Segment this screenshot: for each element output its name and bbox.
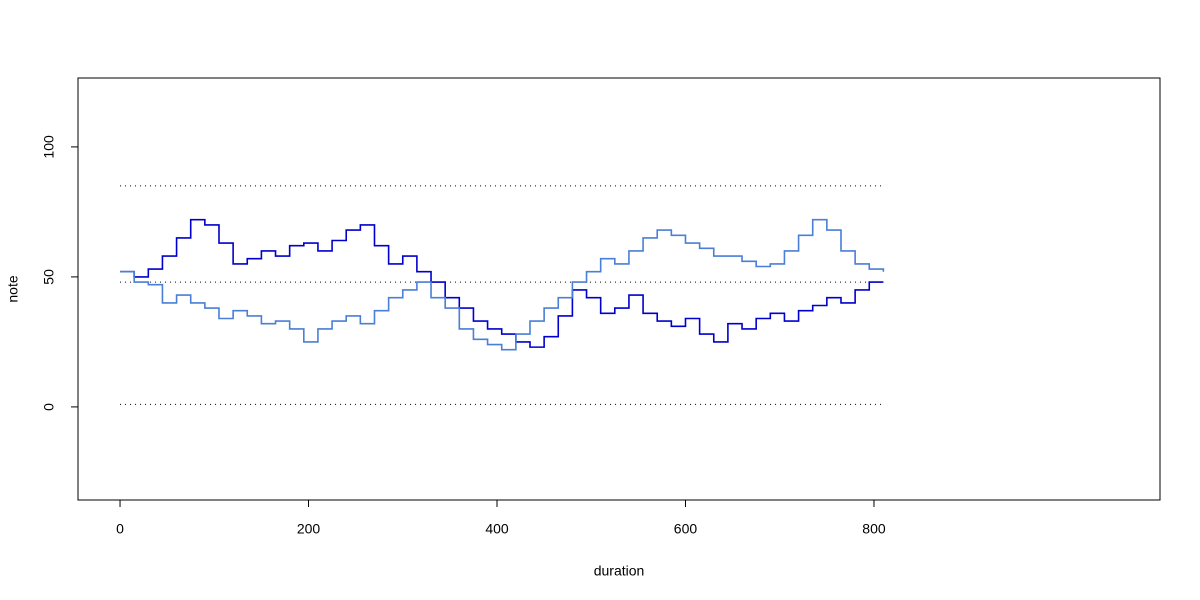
x-axis-label: duration <box>594 563 645 579</box>
y-tick-label: 100 <box>41 135 57 159</box>
y-axis-label: note <box>5 275 21 302</box>
x-tick-label: 800 <box>862 521 886 537</box>
x-tick-label: 0 <box>116 521 124 537</box>
x-tick-label: 400 <box>485 521 509 537</box>
plot-box <box>77 77 1161 501</box>
step-line <box>120 218 885 351</box>
y-tick-label: 0 <box>41 403 57 411</box>
x-tick-label: 600 <box>674 521 698 537</box>
x-tick-label: 200 <box>297 521 321 537</box>
y-tick-label: 50 <box>41 269 57 285</box>
step-line <box>120 218 884 348</box>
